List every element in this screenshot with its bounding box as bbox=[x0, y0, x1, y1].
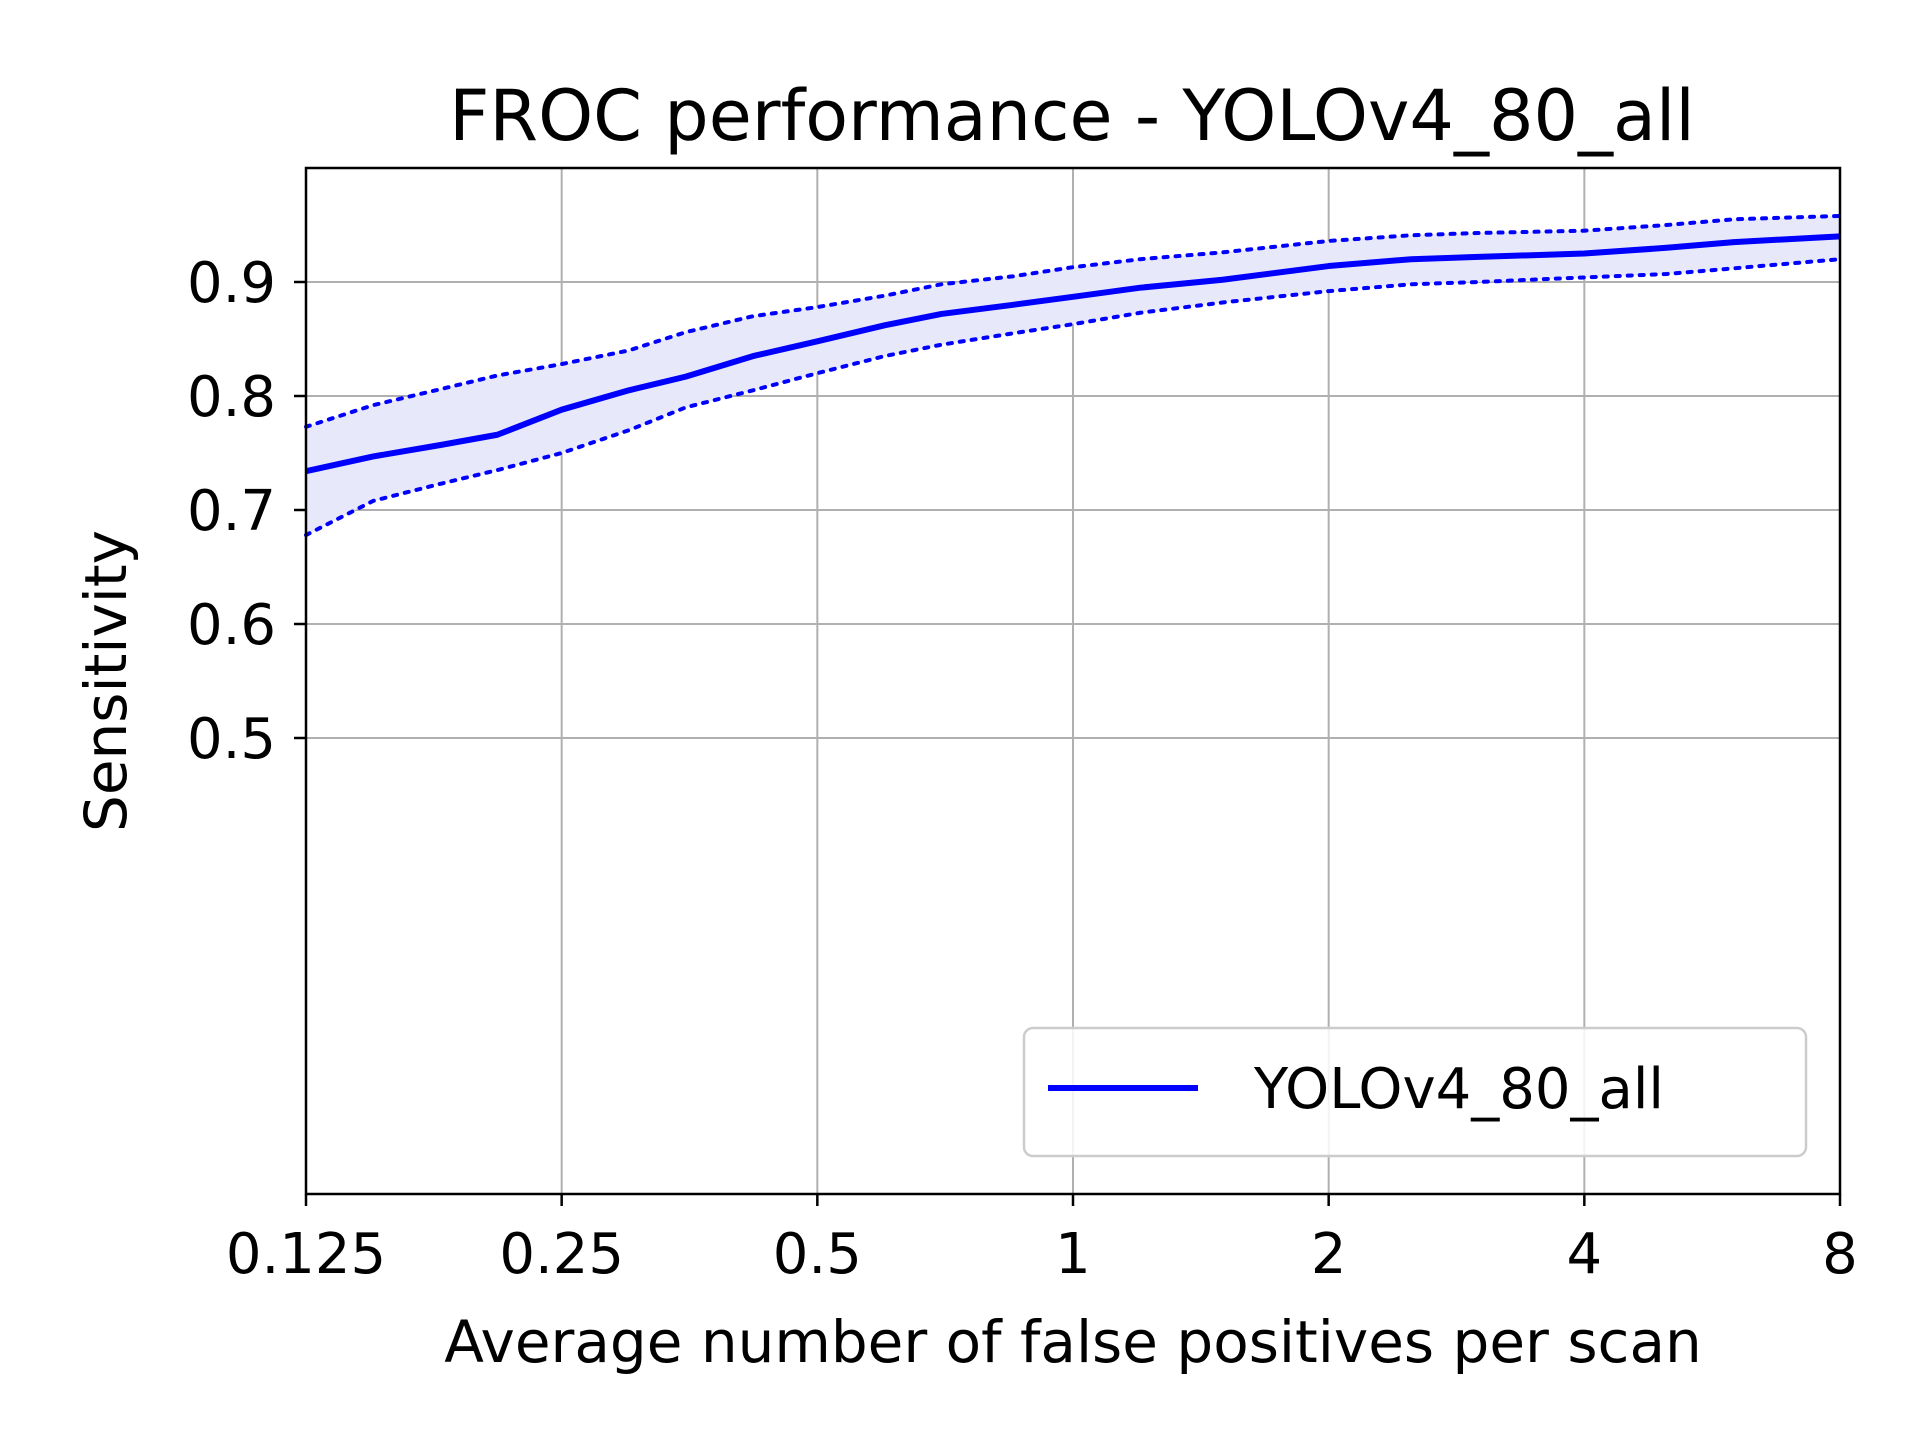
legend-box bbox=[1022, 1026, 1808, 1158]
x-axis-label: Average number of false positives per sc… bbox=[444, 1308, 1702, 1376]
chart-title: FROC performance - YOLOv4_80_all bbox=[449, 75, 1695, 157]
y-tick-label: 0.5 bbox=[187, 707, 276, 772]
axis-ticks: 0.125 0.25 0.5 1 2 4 8 0.5 0.6 0.7 0.8 0.9 bbox=[187, 251, 1858, 1287]
y-tick-label: 0.9 bbox=[187, 251, 276, 316]
series-line bbox=[305, 233, 1841, 475]
x-tick-label: 0.5 bbox=[773, 1222, 862, 1287]
x-tick-label: 0.125 bbox=[226, 1222, 386, 1287]
series-lines bbox=[304, 213, 1842, 538]
x-tick-label: 2 bbox=[1311, 1222, 1347, 1287]
upper-bound-line bbox=[304, 213, 1842, 429]
y-tick-label: 0.7 bbox=[187, 479, 276, 544]
y-tick-label: 0.8 bbox=[187, 365, 276, 430]
x-tick-label: 0.25 bbox=[499, 1222, 624, 1287]
x-tick-label: 4 bbox=[1567, 1222, 1603, 1287]
x-tick-label: 1 bbox=[1055, 1222, 1091, 1287]
legend: YOLOv4_80_all bbox=[1022, 1026, 1808, 1158]
lower-bound-line bbox=[304, 257, 1842, 538]
y-axis-label: Sensitivity bbox=[72, 530, 140, 832]
legend-label: YOLOv4_80_all bbox=[1253, 1057, 1664, 1122]
x-tick-label: 8 bbox=[1822, 1222, 1858, 1287]
y-tick-label: 0.6 bbox=[187, 593, 276, 658]
